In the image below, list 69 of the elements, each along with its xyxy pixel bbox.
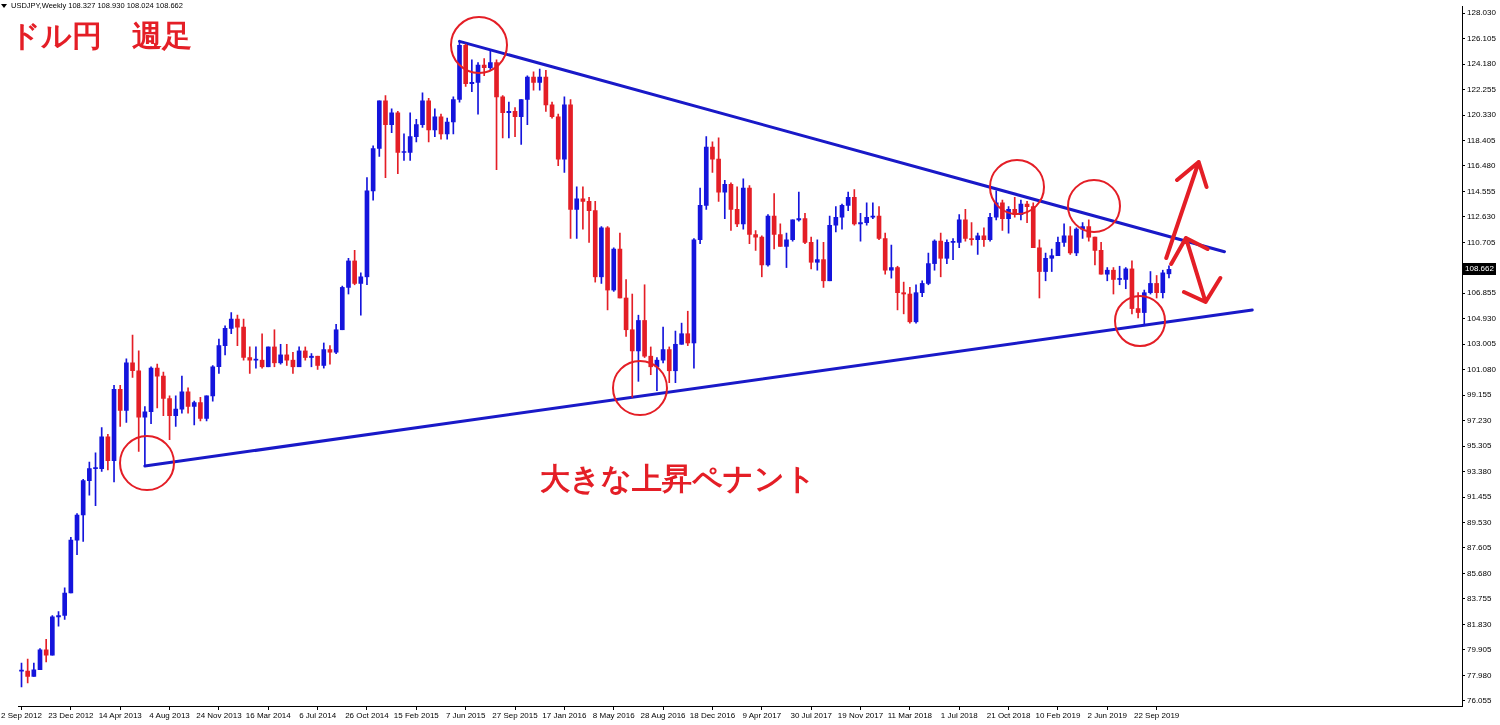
- candlestick: [574, 186, 580, 239]
- x-tick-label: 21 Oct 2018: [986, 711, 1031, 720]
- y-tick-label: 83.755: [1467, 594, 1493, 604]
- y-tick-label: 97.230: [1467, 415, 1493, 425]
- y-tick-label: 104.930: [1467, 313, 1497, 323]
- x-tick-label: 16 Mar 2014: [245, 711, 292, 720]
- x-tick-label: 30 Jul 2017: [790, 711, 833, 720]
- x-tick-label: 15 Feb 2015: [393, 711, 440, 720]
- candlestick: [629, 293, 635, 398]
- y-tick-label: 87.605: [1467, 543, 1493, 553]
- x-tick-label: 14 Apr 2013: [98, 711, 143, 720]
- x-tick-label: 9 Apr 2017: [742, 711, 782, 720]
- y-tick-label: 128.030: [1467, 8, 1497, 18]
- y-tick-label: 118.405: [1467, 135, 1496, 145]
- y-tick-label: 101.080: [1467, 364, 1497, 374]
- x-tick-label: 28 Aug 2016: [640, 711, 687, 720]
- candlestick: [253, 346, 259, 369]
- candlestick: [401, 133, 407, 161]
- x-tick-label: 11 Mar 2018: [887, 711, 933, 720]
- y-tick-label: 110.705: [1467, 237, 1496, 247]
- annotation: 大きな上昇ペナント: [540, 461, 816, 496]
- x-tick-label: 17 Jan 2016: [542, 711, 587, 720]
- x-tick-label: 6 Jul 2014: [299, 711, 337, 720]
- y-tick-label: 79.905: [1467, 645, 1493, 655]
- y-tick-label: 122.255: [1467, 84, 1497, 94]
- y-tick-label: 81.830: [1467, 619, 1493, 629]
- x-tick-label: 8 May 2016: [592, 711, 636, 720]
- candlestick: [358, 272, 364, 316]
- candlestick: [975, 232, 981, 255]
- candlestick: [950, 238, 956, 260]
- candlestick: [722, 179, 728, 219]
- chart-title: ドル円 週足: [10, 18, 192, 53]
- x-tick-label: 26 Oct 2014: [345, 711, 390, 720]
- y-tick-label: 76.055: [1467, 695, 1493, 705]
- y-tick-label: 126.105: [1467, 33, 1497, 43]
- candlestick: [154, 363, 160, 409]
- x-tick-label: 2 Jun 2019: [1087, 711, 1128, 720]
- candlestick: [796, 191, 802, 222]
- y-tick-label: 91.455: [1467, 492, 1493, 502]
- y-tick-label: 103.005: [1467, 339, 1497, 349]
- candlestick: [173, 395, 179, 427]
- y-tick-label: 124.180: [1467, 59, 1497, 69]
- x-tick-label: 1 Jul 2018: [940, 711, 979, 720]
- y-tick-label: 116.480: [1467, 161, 1496, 171]
- x-tick-label: 22 Sep 2019: [1133, 711, 1180, 720]
- x-tick-label: 7 Jun 2015: [445, 711, 487, 720]
- x-tick-label: 27 Sep 2015: [492, 711, 539, 720]
- y-tick-label: 77.980: [1467, 670, 1493, 680]
- y-tick-label: 120.330: [1467, 110, 1497, 120]
- x-tick-label: 19 Nov 2017: [837, 711, 884, 720]
- y-tick-label: 93.380: [1467, 466, 1493, 476]
- candlestick: [814, 239, 820, 271]
- y-tick-label: 95.305: [1467, 441, 1493, 451]
- y-tick-label: 85.680: [1467, 568, 1493, 578]
- x-tick-label: 24 Nov 2013: [196, 711, 243, 720]
- candlestick: [580, 186, 586, 230]
- y-tick-label: 106.855: [1467, 288, 1497, 298]
- x-tick-label: 10 Feb 2019: [1035, 711, 1081, 720]
- candlestick: [191, 400, 197, 426]
- y-tick-label: 112.630: [1467, 212, 1496, 222]
- x-tick-label: 18 Dec 2016: [689, 711, 736, 720]
- y-tick-label: 114.555: [1467, 186, 1496, 196]
- annotation: 108.662: [1463, 263, 1496, 276]
- x-tick-label: 2 Sep 2012: [1, 711, 43, 720]
- y-tick-label: 99.155: [1467, 390, 1493, 400]
- y-tick-label: 89.530: [1467, 517, 1493, 527]
- x-tick-label: 23 Dec 2012: [48, 711, 95, 720]
- candlestick: [327, 345, 333, 365]
- x-tick-label: 4 Aug 2013: [149, 711, 191, 720]
